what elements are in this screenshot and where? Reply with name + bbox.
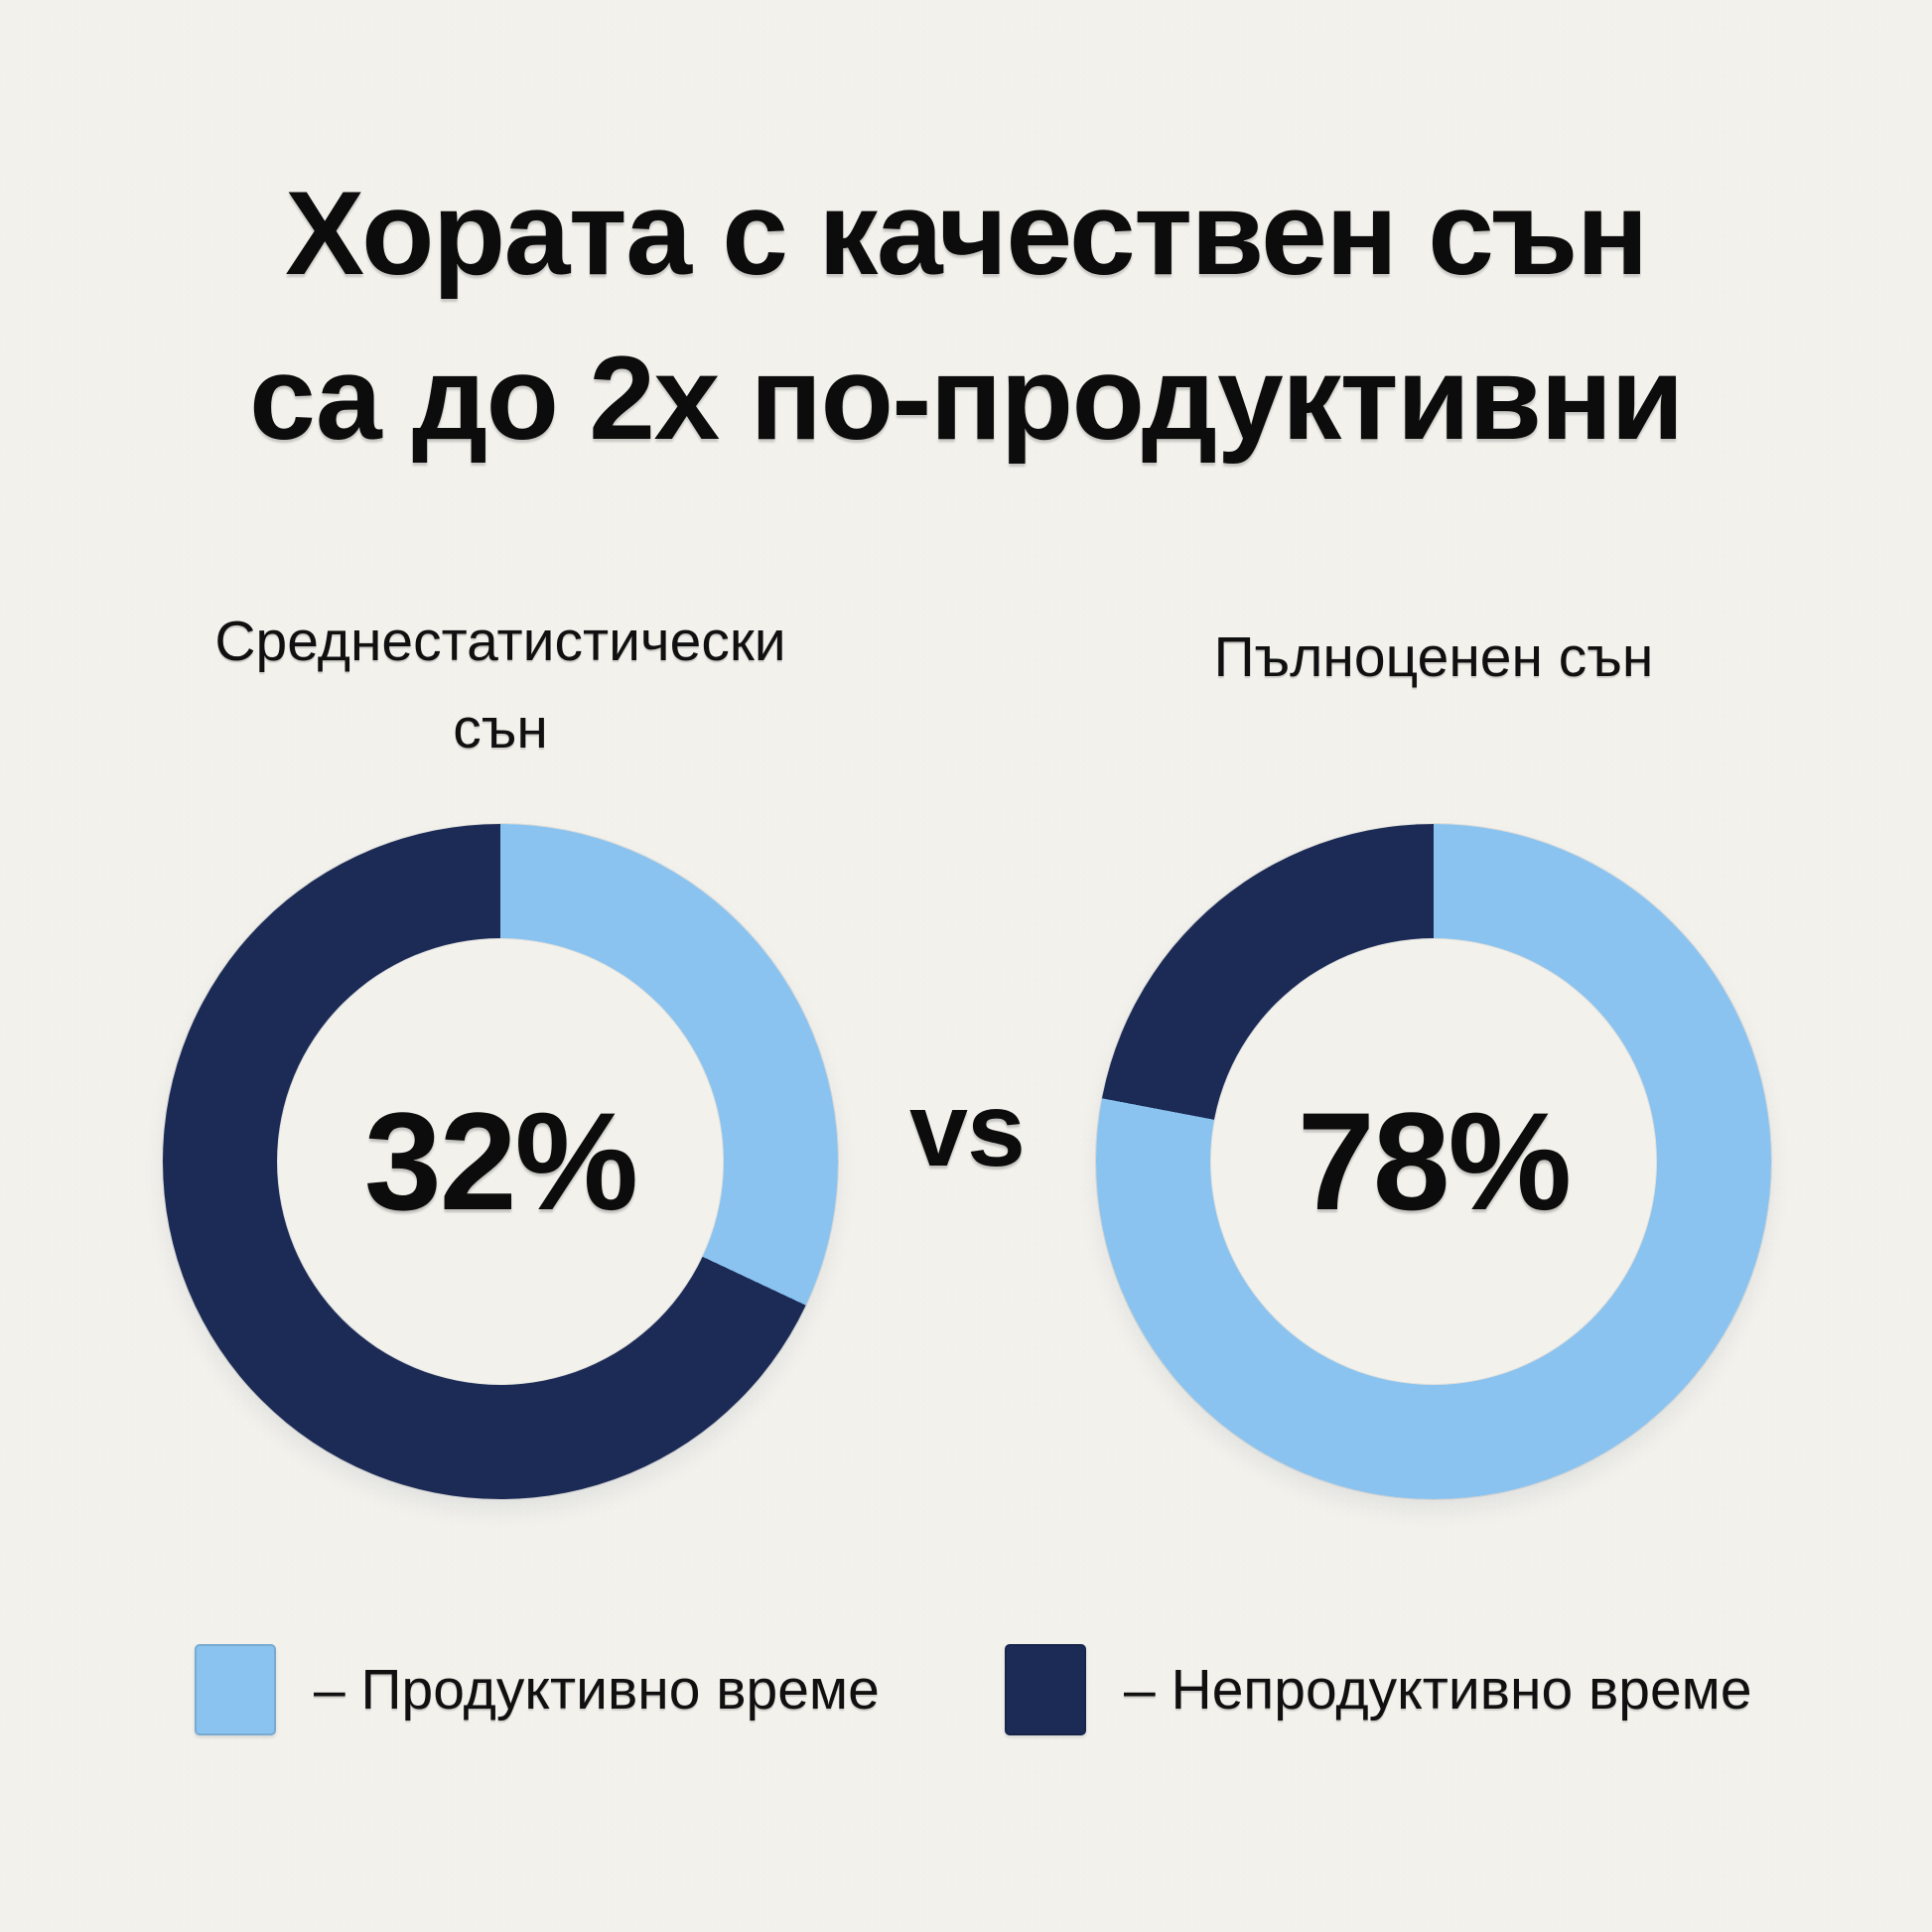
unproductive-color-swatch <box>1005 1644 1086 1735</box>
right-donut-chart: 78% <box>1096 824 1771 1499</box>
vs-separator: vs <box>909 1071 1026 1188</box>
page-title-line-2: са до 2х по-продуктивни <box>249 332 1684 465</box>
left-donut-value: 32% <box>363 1083 638 1239</box>
legend-label-unproductive: – Непродуктивно време <box>1124 1658 1752 1722</box>
page-title-line-1: Хората с качествен сън <box>285 167 1648 300</box>
right-donut-value: 78% <box>1297 1083 1572 1239</box>
legend-item-productive: – Продуктивно време <box>195 1644 880 1735</box>
productive-color-swatch <box>195 1644 276 1735</box>
legend-label-productive: – Продуктивно време <box>314 1658 880 1722</box>
left-donut-chart: 32% <box>163 824 838 1499</box>
legend-item-unproductive: – Непродуктивно време <box>1005 1644 1752 1735</box>
right-donut-label: Пълноценен сън <box>1213 625 1654 689</box>
page-title: Хората с качествен сън са до 2х по-проду… <box>0 151 1932 481</box>
left-donut-label: Среднестатистически сън <box>214 610 786 760</box>
